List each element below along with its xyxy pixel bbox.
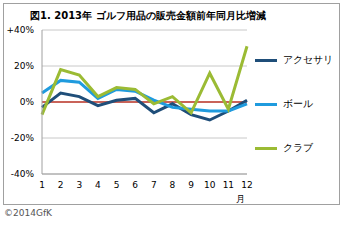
svg-text:-20%: -20% (11, 133, 35, 143)
svg-text:月: 月 (236, 194, 245, 204)
html-text:©2014GfK: ©2014GfK (4, 208, 52, 218)
html-text:図1. 2013年 ゴルフ用品の販売金額前年同月比増減: 図1. 2013年 ゴルフ用品の販売金額前年同月比増減 (30, 10, 266, 21)
html-text:アクセサリ: アクセサリ (283, 54, 333, 65)
svg-text:3: 3 (76, 180, 82, 190)
svg-text:0%: 0% (20, 97, 35, 107)
svg-text:9: 9 (188, 180, 194, 190)
svg-text:4: 4 (95, 180, 101, 190)
svg-text:11: 11 (223, 180, 234, 190)
html-text:ボール: ボール (283, 98, 313, 109)
svg-text:10: 10 (204, 180, 216, 190)
svg-text:-40%: -40% (11, 169, 35, 179)
svg-text:2: 2 (58, 180, 64, 190)
svg-text:20%: 20% (14, 61, 34, 71)
html-text:クラブ: クラブ (283, 142, 313, 153)
svg-text:5: 5 (114, 180, 120, 190)
svg-text:1: 1 (39, 180, 45, 190)
svg-text:12: 12 (241, 180, 252, 190)
svg-text:7: 7 (151, 180, 157, 190)
svg-text:8: 8 (170, 180, 176, 190)
svg-text:6: 6 (132, 180, 138, 190)
svg-text:+40%: +40% (8, 25, 34, 35)
